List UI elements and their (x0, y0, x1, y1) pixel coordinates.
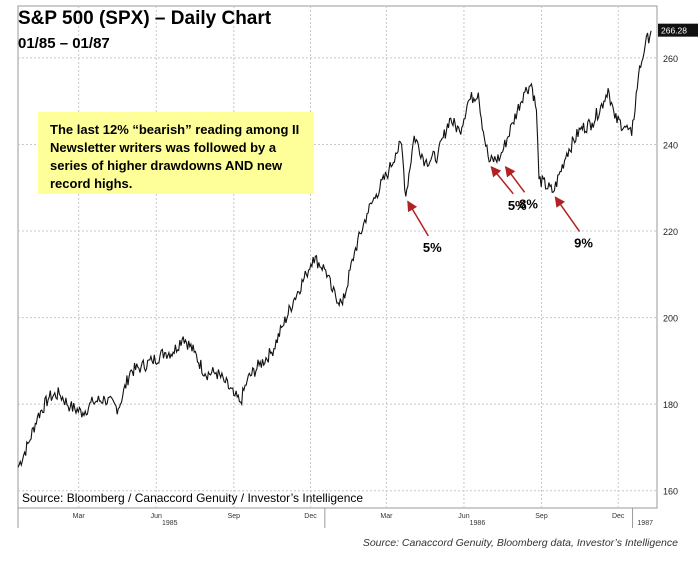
callout-box: The last 12% “bearish” reading among II … (38, 112, 314, 194)
drawdown-label: 8% (519, 196, 538, 211)
x-tick-label: Jun (151, 513, 162, 520)
plot-frame (17, 5, 658, 509)
y-tick-label: 240 (663, 140, 678, 150)
chart-subtitle: 01/85 – 01/87 (18, 35, 110, 52)
drawdown-arrow (554, 196, 581, 233)
y-tick-label: 260 (663, 54, 678, 64)
x-tick-label: Jun (458, 513, 469, 520)
drawdown-arrow (490, 165, 514, 195)
chart-title: S&P 500 (SPX) – Daily Chart (18, 8, 272, 29)
last-value-badge (658, 23, 698, 37)
drawdown-label: 5% (423, 240, 442, 255)
callout-text: The last 12% “bearish” reading among II … (50, 122, 300, 191)
drawdown-label: 5% (508, 198, 527, 213)
y-tick-label: 200 (663, 314, 678, 324)
source-credit: Source: Canaccord Genuity, Bloomberg dat… (362, 537, 678, 549)
x-tick-label: Dec (612, 513, 625, 520)
x-tick-label: Sep (228, 513, 241, 520)
y-tick-label: 180 (663, 400, 678, 410)
drawdown-arrow (504, 165, 526, 193)
spx-price-line (17, 30, 652, 468)
x-tick-label: Mar (73, 513, 86, 520)
x-year-label: 1987 (637, 520, 653, 527)
y-tick-label: 160 (663, 487, 678, 497)
source-inline: Source: Bloomberg / Canaccord Genuity / … (22, 491, 364, 505)
x-year-label: 1985 (162, 520, 178, 527)
x-year-label: 1986 (470, 520, 486, 527)
x-tick-label: Dec (304, 513, 317, 520)
y-tick-label: 220 (663, 227, 678, 237)
drawdown-arrow (407, 200, 429, 237)
last-value-label: 266.28 (661, 26, 687, 36)
x-tick-label: Mar (380, 513, 393, 520)
drawdown-label: 9% (574, 236, 593, 251)
x-tick-label: Sep (535, 513, 548, 520)
